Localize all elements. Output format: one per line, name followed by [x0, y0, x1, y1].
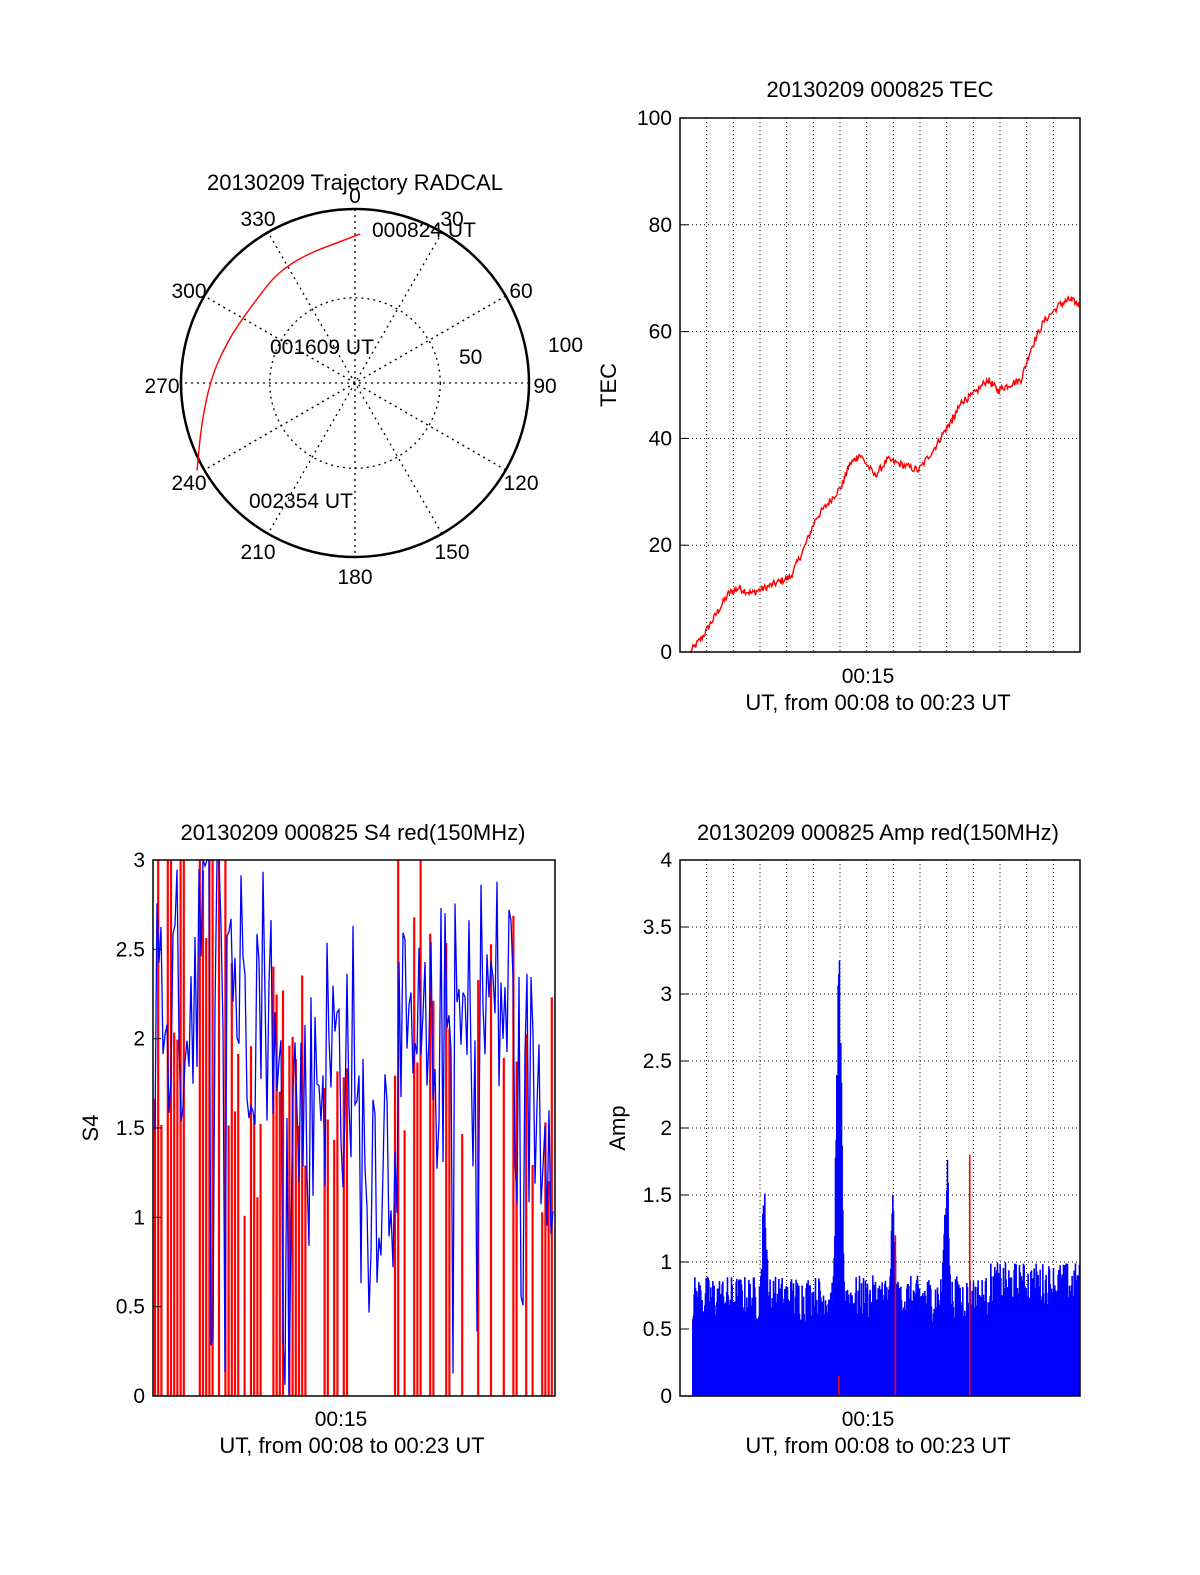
s4-y-axis-label: S4 [78, 1115, 103, 1142]
tec-x-tick-label: 00:15 [842, 665, 895, 688]
s4-chart: 20130209 000825 S4 red(150MHz) 0 0.5 1 1.5 2… [78, 820, 556, 1458]
s4-title: 20130209 000825 S4 red(150MHz) [181, 820, 526, 845]
trajectory-end-label: 002354 UT [249, 490, 353, 513]
polar-outer-circle [179, 207, 531, 559]
tec-chart: 20130209 000825 TEC 0 20 40 60 80 100 00:15 U… [596, 77, 1081, 715]
s4-y-ticks: 0 0.5 1 1.5 2 2.5 3 [116, 849, 161, 1408]
amp-y-tick-label: 4 [660, 849, 672, 872]
polar-title: 20130209 Trajectory RADCAL [207, 170, 503, 195]
tec-series-line [689, 294, 1081, 654]
azimuth-label-180: 180 [337, 566, 372, 589]
tec-y-tick-label: 0 [660, 641, 672, 664]
tec-x-axis-label: UT, from 00:08 to 00:23 UT [745, 690, 1010, 715]
tec-grid [680, 118, 1080, 652]
azimuth-label-300: 300 [171, 280, 206, 303]
trajectory-mid-label: 001609 UT [270, 336, 374, 359]
s4-x-tick-label: 00:15 [315, 1408, 368, 1431]
azimuth-label-0: 0 [349, 185, 361, 208]
trajectory-start-label: 000824 UT [372, 219, 476, 242]
s4-blue-line [154, 859, 554, 1395]
s4-y-tick-label: 0 [133, 1385, 145, 1408]
trajectory-line [196, 233, 361, 471]
amp-title: 20130209 000825 Amp red(150MHz) [697, 820, 1059, 845]
amp-x-axis-label: UT, from 00:08 to 00:23 UT [745, 1433, 1010, 1458]
azimuth-label-60: 60 [509, 280, 532, 303]
amp-y-tick-label: 1 [660, 1251, 672, 1274]
tec-y-tick-label: 40 [649, 427, 672, 450]
trajectory-polar-plot: 20130209 Trajectory RADCAL 0 30 60 90 120 150… [144, 170, 583, 589]
polar-azimuth-labels: 0 30 60 90 120 150 180 210 240 270 300 330 [144, 185, 556, 589]
amp-y-tick-label: 3.5 [643, 916, 672, 939]
s4-x-axis-label: UT, from 00:08 to 00:23 UT [219, 1433, 484, 1458]
amp-plot-frame [679, 859, 1081, 1397]
amp-y-tick-label: 0 [660, 1385, 672, 1408]
tec-y-axis-label: TEC [596, 363, 621, 407]
amp-y-ticks: 0 0.5 1 1.5 2 2.5 3 3.5 4 [643, 849, 688, 1408]
azimuth-label-150: 150 [434, 541, 469, 564]
polar-spoke-150 [267, 231, 443, 535]
s4-plot-frame [152, 859, 556, 1397]
amp-y-tick-label: 3 [660, 983, 672, 1006]
azimuth-label-210: 210 [240, 541, 275, 564]
s4-y-tick-label: 0.5 [116, 1296, 145, 1319]
s4-y-tick-label: 1 [133, 1206, 145, 1229]
s4-y-tick-label: 2.5 [116, 938, 145, 961]
amp-y-tick-label: 1.5 [643, 1184, 672, 1207]
polar-grid [181, 209, 529, 557]
azimuth-label-330: 330 [240, 208, 275, 231]
amp-grid [680, 860, 1080, 1396]
s4-y-tick-label: 3 [133, 849, 145, 872]
tec-plot-frame [679, 117, 1081, 653]
amp-y-tick-label: 0.5 [643, 1318, 672, 1341]
s4-y-tick-label: 2 [133, 1028, 145, 1051]
azimuth-label-90: 90 [533, 375, 556, 398]
amp-chart: 20130209 000825 Amp red(150MHz) 0 0.5 1 1.5… [605, 820, 1081, 1458]
s4-bars [153, 859, 554, 1396]
elevation-label-50: 50 [459, 346, 482, 369]
tec-y-tick-label: 60 [649, 321, 672, 344]
amp-x-tick-label: 00:15 [842, 1408, 895, 1431]
azimuth-label-240: 240 [171, 472, 206, 495]
amp-y-axis-label: Amp [605, 1105, 630, 1150]
azimuth-label-120: 120 [503, 472, 538, 495]
amp-y-tick-label: 2.5 [643, 1050, 672, 1073]
tec-y-tick-label: 20 [649, 534, 672, 557]
tec-y-tick-label: 100 [637, 107, 672, 130]
azimuth-label-270: 270 [144, 375, 179, 398]
azimuth-label-30: 30 [440, 208, 463, 231]
tec-title: 20130209 000825 TEC [766, 77, 993, 102]
s4-y-tick-label: 1.5 [116, 1117, 145, 1140]
amp-bars [692, 960, 1081, 1396]
elevation-label-100: 100 [548, 334, 583, 357]
amp-y-tick-label: 2 [660, 1117, 672, 1140]
tec-y-tick-label: 80 [649, 214, 672, 237]
